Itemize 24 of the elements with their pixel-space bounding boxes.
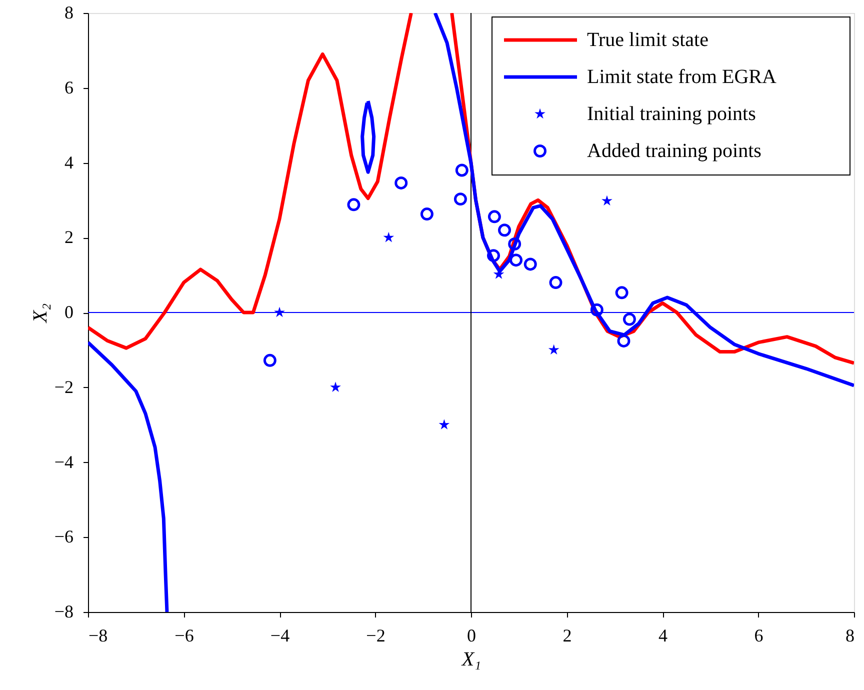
- y-tick-label: −6: [54, 526, 74, 547]
- legend-label: Limit state from EGRA: [587, 66, 777, 88]
- x-tick-label: 4: [658, 626, 668, 646]
- x-tick-label: 2: [562, 626, 572, 646]
- y-tick-label: −4: [54, 452, 74, 472]
- x-tick-label: 8: [846, 626, 854, 646]
- y-tick-label: −2: [54, 376, 74, 397]
- x-tick-label: 0: [467, 626, 476, 646]
- y-tick-label: 6: [64, 77, 74, 98]
- x-tick-label: −8: [88, 626, 108, 646]
- y-tick-label: 4: [64, 152, 74, 172]
- x-tick-label: −6: [174, 626, 194, 646]
- y-tick-label: 2: [64, 227, 74, 248]
- x-tick-label: −2: [366, 626, 386, 646]
- legend-label: Added training points: [587, 140, 762, 162]
- y-tick-label: 8: [64, 2, 74, 22]
- y-tick-label: 0: [64, 302, 74, 322]
- legend-label: True limit state: [587, 29, 709, 51]
- x-tick-label: −4: [270, 626, 290, 646]
- legend-label: Initial training points: [587, 103, 756, 125]
- y-axis-title: X₂: [29, 303, 52, 324]
- x-tick-label: 6: [754, 626, 764, 646]
- y-tick-label: −8: [54, 602, 74, 622]
- x-axis-title: X₁: [460, 648, 482, 670]
